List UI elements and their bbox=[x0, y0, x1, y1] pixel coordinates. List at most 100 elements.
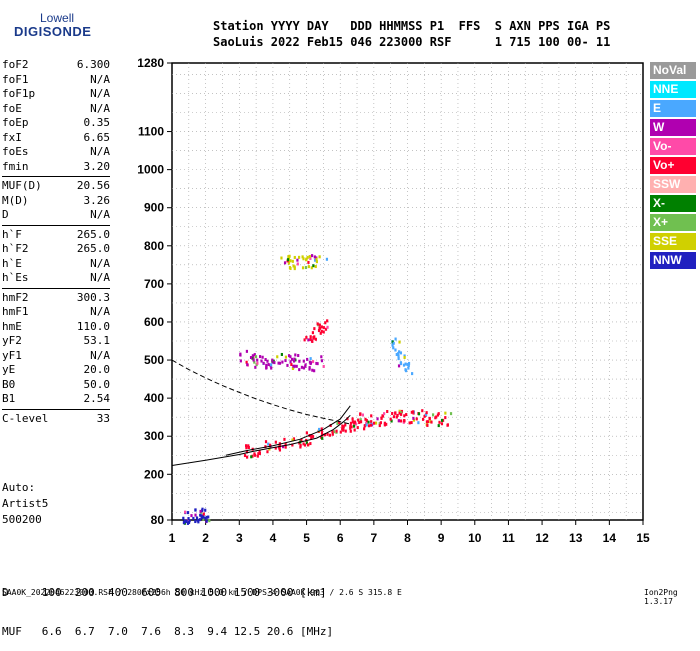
echo-point bbox=[415, 417, 418, 421]
echo-point bbox=[311, 435, 315, 439]
echo-point bbox=[278, 446, 281, 450]
echo-point bbox=[350, 425, 353, 429]
param-divider bbox=[2, 176, 110, 177]
echo-point bbox=[316, 362, 319, 366]
echo-point bbox=[270, 366, 273, 370]
echo-point bbox=[194, 513, 197, 517]
y-tick-label: 600 bbox=[144, 315, 164, 329]
echo-point bbox=[398, 340, 401, 344]
legend-entry: NNE bbox=[650, 81, 696, 98]
echo-point bbox=[265, 363, 268, 367]
echo-point bbox=[286, 258, 290, 262]
echo-point bbox=[305, 431, 308, 435]
echo-point bbox=[313, 327, 316, 331]
param-row: fxI 6.65 bbox=[2, 131, 110, 146]
echo-point bbox=[326, 325, 329, 329]
echo-point bbox=[315, 260, 318, 264]
echo-point bbox=[292, 437, 296, 441]
echo-point bbox=[287, 261, 290, 265]
echo-point bbox=[315, 361, 318, 365]
x-tick-label: 12 bbox=[535, 531, 549, 545]
param-value: 50.0 bbox=[83, 377, 111, 391]
echo-point bbox=[281, 445, 285, 449]
param-value: N/A bbox=[90, 87, 110, 100]
param-key: hmF1 bbox=[2, 305, 29, 318]
echo-point bbox=[351, 420, 354, 424]
echo-point bbox=[200, 514, 203, 518]
echo-point bbox=[428, 416, 431, 420]
echo-point bbox=[317, 329, 321, 333]
echo-point bbox=[335, 429, 338, 433]
echo-point bbox=[399, 412, 403, 416]
echo-point bbox=[208, 519, 211, 523]
param-divider bbox=[2, 287, 110, 289]
echo-point bbox=[313, 369, 316, 373]
auto-scaling-info: Auto: Artist5 500200 bbox=[2, 480, 48, 528]
param-key: hmE bbox=[2, 319, 22, 333]
echo-point bbox=[315, 257, 318, 261]
echo-point bbox=[291, 366, 295, 370]
echo-point bbox=[391, 343, 394, 347]
echo-point bbox=[399, 362, 403, 366]
echo-point bbox=[354, 422, 358, 426]
echo-point bbox=[316, 322, 319, 326]
auto-label: Auto: bbox=[2, 481, 36, 494]
echo-point bbox=[194, 520, 197, 524]
echo-point bbox=[412, 416, 415, 420]
echo-point bbox=[398, 409, 401, 413]
echo-point bbox=[274, 446, 277, 450]
param-value: 53.1 bbox=[83, 334, 111, 347]
echo-point bbox=[268, 443, 272, 447]
echo-point bbox=[426, 420, 430, 424]
x-tick-label: 6 bbox=[337, 531, 344, 545]
echo-point bbox=[353, 428, 356, 432]
echo-point bbox=[342, 427, 345, 431]
echo-point bbox=[383, 412, 386, 416]
param-key: yE bbox=[2, 363, 16, 376]
echo-point bbox=[331, 430, 334, 434]
param-value: N/A bbox=[90, 305, 110, 318]
echo-point bbox=[288, 254, 291, 258]
footer-d-line: D 100 200 400 600 800 1000 1500 3000 [km… bbox=[2, 586, 327, 599]
echo-point bbox=[320, 355, 323, 359]
legend-entry: Vo+ bbox=[650, 157, 696, 174]
x-tick-label: 14 bbox=[603, 531, 617, 545]
echo-point bbox=[310, 266, 313, 270]
echo-point bbox=[190, 514, 193, 518]
echo-point bbox=[437, 412, 440, 416]
param-row: foF2 6.300 bbox=[2, 58, 110, 73]
echo-point bbox=[380, 416, 383, 420]
echo-point bbox=[359, 420, 363, 424]
echo-point bbox=[188, 519, 191, 523]
echo-point bbox=[320, 431, 324, 435]
echo-point bbox=[284, 359, 287, 363]
echo-point bbox=[205, 519, 208, 523]
echo-point bbox=[258, 355, 262, 359]
echo-point bbox=[307, 338, 310, 342]
echo-point bbox=[320, 329, 323, 333]
echo-point bbox=[280, 256, 283, 260]
echo-point bbox=[305, 258, 308, 262]
y-tick-label: 800 bbox=[144, 239, 164, 253]
echo-point bbox=[369, 423, 373, 427]
echo-point bbox=[392, 346, 395, 350]
echo-point bbox=[307, 265, 310, 269]
echo-point bbox=[417, 421, 420, 425]
echo-point bbox=[349, 429, 352, 433]
echo-point bbox=[395, 415, 398, 419]
echo-point bbox=[397, 364, 401, 368]
param-key: h`E bbox=[2, 256, 22, 270]
echo-point bbox=[338, 421, 341, 425]
echo-point bbox=[306, 357, 309, 361]
x-tick-label: 5 bbox=[303, 531, 310, 545]
echo-point bbox=[444, 411, 447, 415]
echo-point bbox=[352, 424, 356, 428]
echo-point bbox=[311, 368, 314, 372]
echo-point bbox=[296, 258, 299, 262]
echo-point bbox=[183, 519, 187, 523]
param-key: fmin bbox=[2, 159, 29, 173]
echo-point bbox=[303, 338, 306, 342]
echo-point bbox=[440, 422, 444, 426]
param-row: h`E N/A bbox=[2, 257, 110, 272]
echo-point bbox=[311, 331, 315, 335]
